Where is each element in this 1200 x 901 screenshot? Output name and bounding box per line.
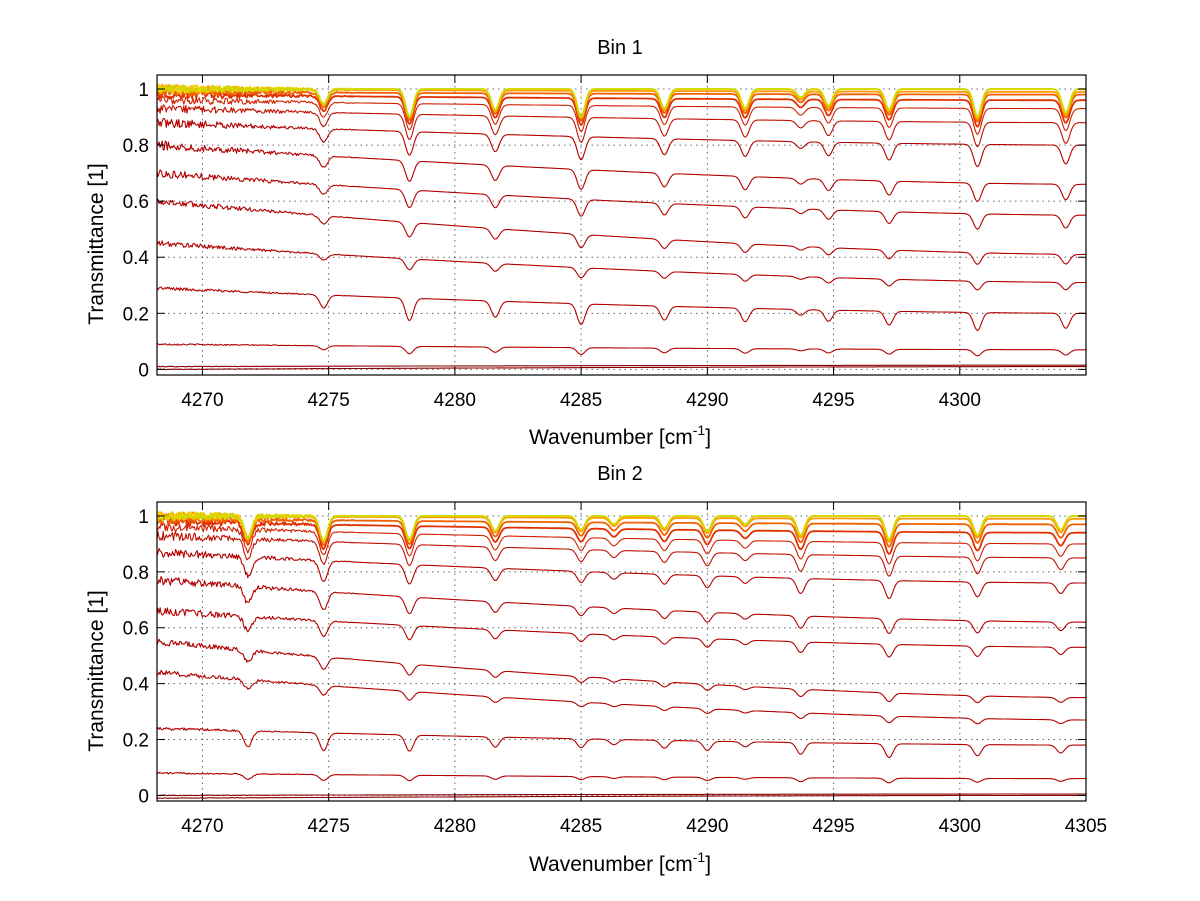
chart-title: Bin 2 bbox=[597, 463, 643, 485]
series-line bbox=[157, 140, 1086, 203]
series-line bbox=[157, 286, 1086, 331]
y-axis-label: Transmittance [1] bbox=[85, 590, 108, 751]
y-tick-label: 0.6 bbox=[123, 619, 149, 640]
y-tick-label: 1 bbox=[138, 80, 149, 101]
y-tick-label: 0.4 bbox=[123, 675, 150, 696]
series-line bbox=[157, 364, 1086, 368]
y-tick-label: 0.2 bbox=[123, 304, 149, 325]
series-line bbox=[157, 607, 1086, 658]
x-tick-label: 4285 bbox=[560, 816, 602, 837]
x-tick-label: 4305 bbox=[1065, 816, 1107, 837]
axes-frame bbox=[156, 501, 1087, 802]
series-line bbox=[157, 669, 1086, 725]
x-tick-label: 4285 bbox=[560, 390, 602, 411]
x-tick-label: 4300 bbox=[939, 816, 981, 837]
x-axis-label-superscript: -1 bbox=[693, 849, 706, 865]
series-line bbox=[157, 522, 1086, 565]
chart-title: Bin 1 bbox=[597, 37, 643, 59]
series-line bbox=[157, 343, 1086, 357]
series-line bbox=[157, 84, 1086, 118]
y-tick-label: 0 bbox=[138, 360, 149, 381]
series-line bbox=[157, 516, 1086, 555]
x-axis-label: Wavenumber [cm-1] bbox=[529, 849, 711, 876]
chart-panel-bin1: Bin 1 4270 4275 4280 4285 4290 4295 4300 0 0.2 0.… bbox=[85, 37, 1087, 449]
x-tick-label: 4300 bbox=[939, 390, 981, 411]
series-group bbox=[157, 83, 1086, 371]
series-line bbox=[157, 89, 1086, 128]
series-line bbox=[157, 638, 1086, 704]
series-line bbox=[157, 511, 1086, 542]
series-line bbox=[157, 511, 1086, 543]
x-tick-label: 4280 bbox=[434, 816, 476, 837]
x-tick-label: 4275 bbox=[308, 390, 350, 411]
axes-frame bbox=[156, 74, 1087, 376]
x-axis-label-superscript: -1 bbox=[693, 422, 706, 438]
plot-area: 4270 4275 4280 4285 4290 4295 4300 4305 0 0.2 0.4 0… bbox=[123, 501, 1107, 837]
y-tick-label: 0.4 bbox=[123, 248, 150, 269]
series-line bbox=[157, 793, 1086, 797]
x-tick-label: 4290 bbox=[686, 816, 728, 837]
x-axis-label: Wavenumber [cm-1] bbox=[529, 422, 711, 449]
series-line bbox=[157, 771, 1086, 784]
plot-area: 4270 4275 4280 4285 4290 4295 4300 0 0.2 0.4 0.6 0.… bbox=[123, 74, 1087, 411]
y-tick-label: 0.8 bbox=[123, 136, 149, 157]
y-axis-label: Transmittance [1] bbox=[85, 163, 108, 324]
x-axis-label-close: ] bbox=[705, 426, 711, 449]
y-tick-label: 0 bbox=[138, 786, 149, 807]
x-tick-label: 4270 bbox=[181, 390, 223, 411]
x-tick-label: 4290 bbox=[686, 390, 728, 411]
series-line bbox=[157, 118, 1086, 168]
series-line bbox=[157, 513, 1086, 548]
x-tick-label: 4270 bbox=[181, 816, 223, 837]
series-line bbox=[157, 366, 1086, 371]
series-line bbox=[157, 531, 1086, 577]
x-tick-label: 4295 bbox=[812, 816, 854, 837]
series-line bbox=[157, 86, 1086, 123]
series-line bbox=[157, 198, 1086, 265]
y-tick-label: 0.8 bbox=[123, 563, 149, 584]
x-tick-label: 4295 bbox=[812, 390, 854, 411]
chart-panel-bin2: Bin 2 4270 4275 4280 4285 4290 4295 4300 4305 0 0… bbox=[85, 463, 1107, 876]
x-tick-label: 4280 bbox=[434, 390, 476, 411]
x-axis-label-close: ] bbox=[705, 853, 711, 876]
series-line bbox=[157, 104, 1086, 148]
y-tick-label: 1 bbox=[138, 507, 149, 528]
y-tick-label: 0.6 bbox=[123, 192, 149, 213]
series-line bbox=[157, 547, 1086, 600]
x-axis-label-text: Wavenumber [cm bbox=[529, 853, 693, 876]
x-axis-label-text: Wavenumber [cm bbox=[529, 426, 693, 449]
x-tick-label: 4275 bbox=[308, 816, 350, 837]
series-line bbox=[157, 575, 1086, 635]
series-line bbox=[157, 240, 1086, 291]
series-line bbox=[157, 794, 1086, 800]
series-line bbox=[157, 169, 1086, 230]
series-group bbox=[157, 511, 1086, 800]
y-tick-label: 0.2 bbox=[123, 731, 149, 752]
series-line bbox=[157, 95, 1086, 135]
series-line bbox=[157, 726, 1086, 759]
